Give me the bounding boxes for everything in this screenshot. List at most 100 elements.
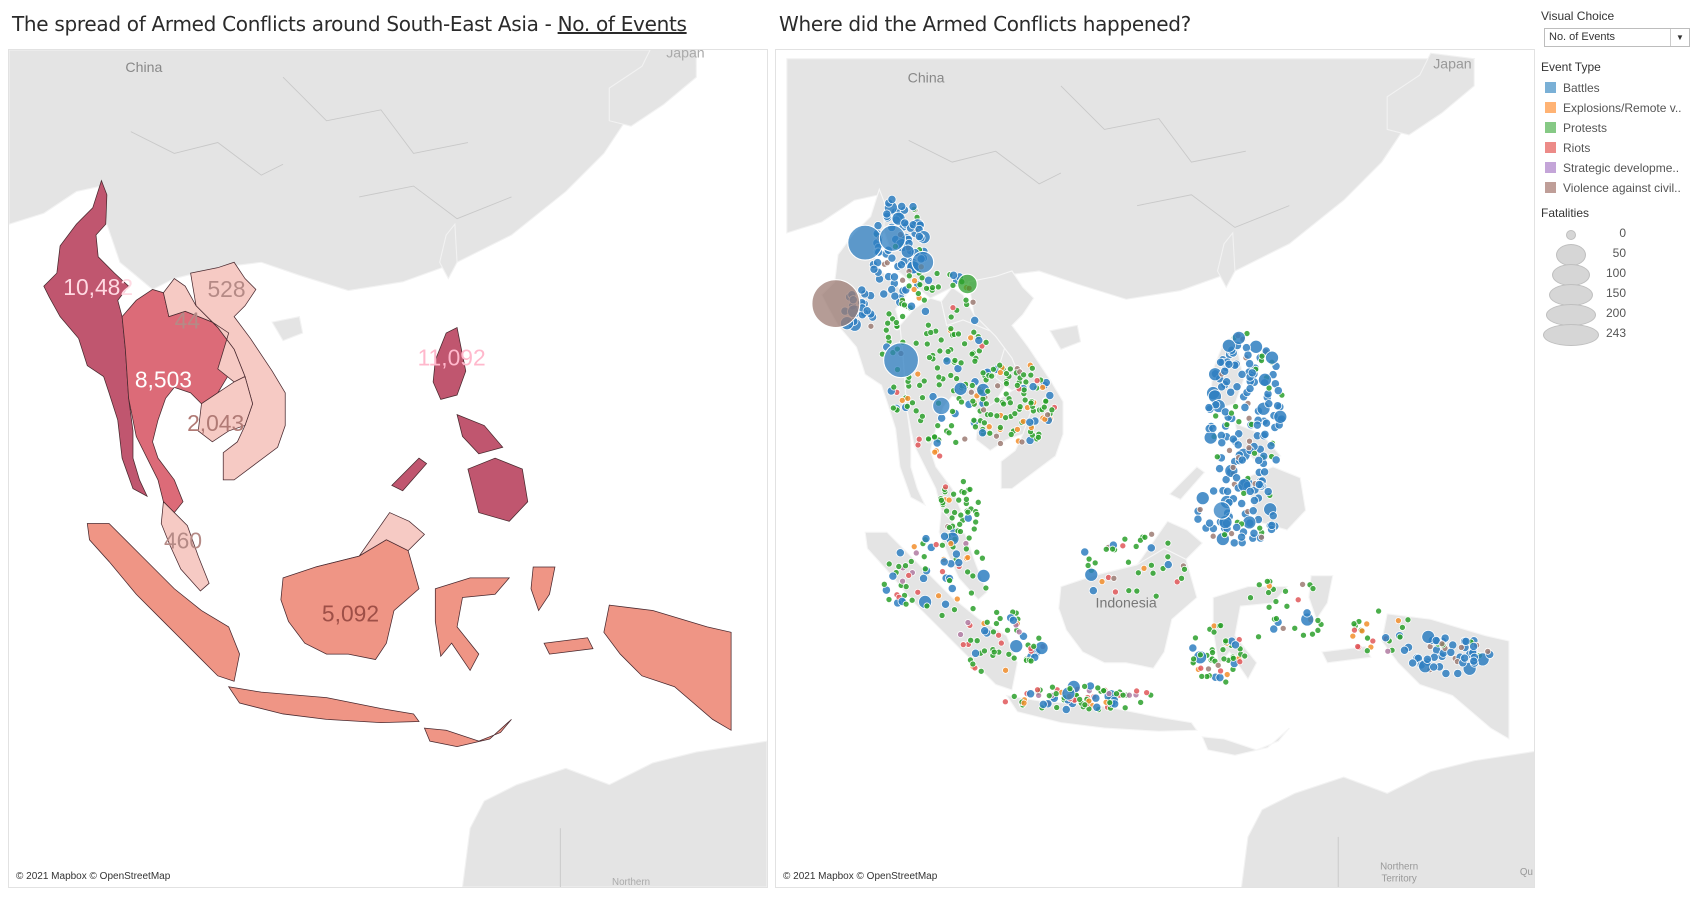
event-dot[interactable] bbox=[918, 412, 926, 420]
event-dot[interactable] bbox=[916, 381, 924, 389]
event-dot[interactable] bbox=[1349, 632, 1357, 640]
event-dot[interactable] bbox=[1140, 564, 1148, 572]
event-dot[interactable] bbox=[978, 428, 988, 438]
event-dot[interactable] bbox=[1222, 678, 1230, 686]
event-dot[interactable] bbox=[1237, 499, 1247, 509]
legend-item-fatalities[interactable]: 0 bbox=[1540, 224, 1660, 244]
event-dot[interactable] bbox=[1204, 403, 1214, 413]
event-dot[interactable] bbox=[942, 356, 952, 366]
event-dot[interactable] bbox=[902, 600, 910, 608]
event-dot[interactable] bbox=[1133, 587, 1141, 595]
event-dot[interactable] bbox=[1254, 479, 1264, 490]
event-dot[interactable] bbox=[985, 423, 993, 431]
event-dot[interactable] bbox=[1213, 453, 1221, 461]
event-dot[interactable] bbox=[945, 496, 953, 504]
event-dot[interactable] bbox=[1021, 396, 1029, 404]
event-dot[interactable] bbox=[927, 329, 935, 336]
event-dot[interactable] bbox=[969, 605, 977, 613]
event-dot[interactable] bbox=[959, 641, 967, 649]
event-dot[interactable] bbox=[1265, 603, 1273, 611]
event-dot[interactable] bbox=[879, 289, 889, 299]
event-dot[interactable] bbox=[972, 518, 980, 526]
event-dot[interactable] bbox=[900, 301, 908, 309]
event-dot[interactable] bbox=[1052, 690, 1060, 698]
event-dot[interactable] bbox=[949, 281, 957, 289]
event-dot[interactable] bbox=[1255, 581, 1263, 589]
event-dot[interactable] bbox=[1134, 569, 1142, 577]
event-dot[interactable] bbox=[1106, 699, 1114, 707]
event-dot[interactable] bbox=[912, 549, 920, 557]
event-dot[interactable] bbox=[1190, 655, 1198, 663]
event-dot[interactable] bbox=[958, 398, 965, 406]
event-dot[interactable] bbox=[946, 524, 953, 531]
event-dot[interactable] bbox=[1066, 685, 1074, 693]
event-dot[interactable] bbox=[887, 194, 897, 204]
event-dot[interactable] bbox=[1210, 628, 1218, 636]
event-dot[interactable] bbox=[964, 554, 972, 561]
country-shape[interactable] bbox=[160, 500, 210, 592]
event-dot[interactable] bbox=[1006, 365, 1014, 373]
event-dot[interactable] bbox=[934, 283, 942, 291]
event-dot[interactable] bbox=[1394, 617, 1402, 625]
event-dot[interactable] bbox=[971, 648, 981, 658]
event-dot[interactable] bbox=[1009, 639, 1024, 654]
event-dot[interactable] bbox=[907, 558, 915, 565]
event-dot[interactable] bbox=[941, 599, 951, 609]
legend-item-fatalities[interactable]: 150 bbox=[1540, 284, 1660, 306]
event-dot[interactable] bbox=[1241, 652, 1249, 660]
event-dot[interactable] bbox=[968, 350, 976, 358]
country-philippines[interactable] bbox=[391, 326, 529, 522]
event-dot[interactable] bbox=[980, 406, 988, 414]
event-dot[interactable] bbox=[996, 424, 1004, 431]
event-dot[interactable] bbox=[1350, 620, 1358, 628]
event-dot-large[interactable] bbox=[847, 224, 884, 261]
event-dot[interactable] bbox=[950, 490, 958, 498]
event-dot[interactable] bbox=[948, 514, 956, 522]
event-dot[interactable] bbox=[919, 573, 929, 583]
event-dot[interactable] bbox=[948, 422, 955, 430]
event-dot[interactable] bbox=[1105, 690, 1113, 698]
event-dot[interactable] bbox=[1045, 692, 1053, 700]
event-dot[interactable] bbox=[1237, 455, 1247, 465]
event-dot[interactable] bbox=[1010, 692, 1018, 700]
visual-choice-link[interactable]: No. of Events bbox=[557, 12, 687, 36]
event-dot[interactable] bbox=[1091, 693, 1101, 703]
event-dot[interactable] bbox=[943, 507, 951, 515]
event-dot[interactable] bbox=[949, 304, 957, 312]
event-dot[interactable] bbox=[920, 377, 928, 385]
event-dot[interactable] bbox=[953, 364, 963, 374]
event-dot[interactable] bbox=[982, 338, 990, 346]
event-dot[interactable] bbox=[942, 483, 949, 491]
event-dot[interactable] bbox=[1408, 658, 1418, 668]
event-dot[interactable] bbox=[920, 553, 928, 561]
event-dot[interactable] bbox=[1119, 542, 1127, 550]
event-dot[interactable] bbox=[1121, 535, 1129, 543]
event-dot[interactable] bbox=[1246, 437, 1253, 445]
event-dot[interactable] bbox=[931, 448, 939, 456]
event-dot[interactable] bbox=[970, 416, 978, 424]
event-dot[interactable] bbox=[961, 340, 969, 348]
event-dot[interactable] bbox=[962, 545, 970, 553]
legend-item-fatalities[interactable]: 50 bbox=[1540, 244, 1660, 266]
event-dot[interactable] bbox=[924, 275, 934, 285]
event-dot[interactable] bbox=[980, 626, 990, 636]
event-dot[interactable] bbox=[1113, 690, 1120, 698]
event-dot[interactable] bbox=[1205, 518, 1215, 528]
event-dot[interactable] bbox=[1084, 562, 1092, 569]
event-dot[interactable] bbox=[1033, 377, 1041, 384]
event-dot[interactable] bbox=[1300, 631, 1307, 639]
event-dot[interactable] bbox=[1232, 382, 1242, 392]
event-dot[interactable] bbox=[1220, 366, 1230, 376]
event-dot[interactable] bbox=[1219, 646, 1227, 654]
event-dot[interactable] bbox=[912, 339, 920, 347]
event-dot[interactable] bbox=[1125, 587, 1133, 595]
event-dot[interactable] bbox=[969, 572, 977, 580]
event-dot[interactable] bbox=[1258, 352, 1266, 360]
event-dot[interactable] bbox=[951, 549, 961, 559]
event-dot[interactable] bbox=[1035, 634, 1043, 642]
event-dot[interactable] bbox=[1229, 463, 1237, 471]
country-shape[interactable] bbox=[280, 539, 420, 660]
event-dot[interactable] bbox=[1076, 695, 1084, 703]
event-dot[interactable] bbox=[988, 372, 996, 380]
event-dot[interactable] bbox=[1214, 661, 1222, 669]
